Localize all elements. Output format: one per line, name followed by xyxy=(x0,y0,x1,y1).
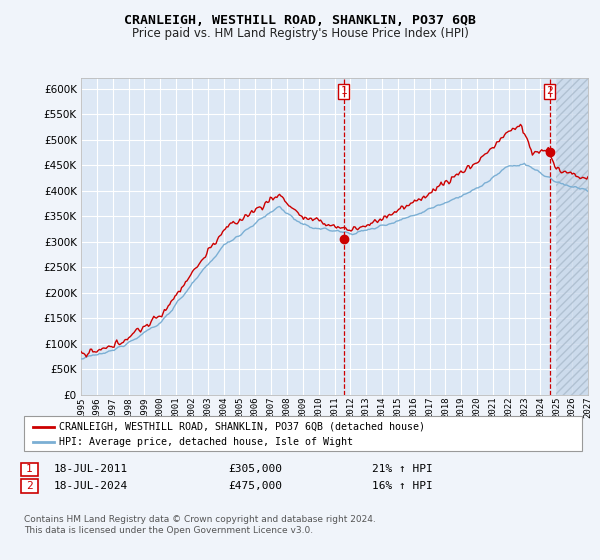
Text: 18-JUL-2024: 18-JUL-2024 xyxy=(54,480,128,491)
Text: Price paid vs. HM Land Registry's House Price Index (HPI): Price paid vs. HM Land Registry's House … xyxy=(131,27,469,40)
Bar xyxy=(556,78,588,395)
Text: Contains HM Land Registry data © Crown copyright and database right 2024.
This d: Contains HM Land Registry data © Crown c… xyxy=(24,515,376,535)
Text: 21% ↑ HPI: 21% ↑ HPI xyxy=(372,464,433,474)
Text: 18-JUL-2011: 18-JUL-2011 xyxy=(54,464,128,474)
Text: 2: 2 xyxy=(26,480,33,491)
Text: 16% ↑ HPI: 16% ↑ HPI xyxy=(372,480,433,491)
Text: HPI: Average price, detached house, Isle of Wight: HPI: Average price, detached house, Isle… xyxy=(59,437,353,447)
Text: CRANLEIGH, WESTHILL ROAD, SHANKLIN, PO37 6QB: CRANLEIGH, WESTHILL ROAD, SHANKLIN, PO37… xyxy=(124,14,476,27)
Text: 1: 1 xyxy=(340,86,347,96)
Text: £475,000: £475,000 xyxy=(228,480,282,491)
Text: £305,000: £305,000 xyxy=(228,464,282,474)
Text: CRANLEIGH, WESTHILL ROAD, SHANKLIN, PO37 6QB (detached house): CRANLEIGH, WESTHILL ROAD, SHANKLIN, PO37… xyxy=(59,422,425,432)
Text: 1: 1 xyxy=(26,464,33,474)
Text: 2: 2 xyxy=(547,86,553,96)
